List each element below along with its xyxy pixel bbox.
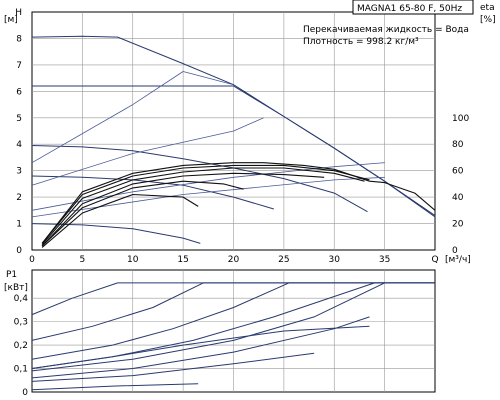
- head-y-tick: 0: [16, 246, 22, 256]
- efficiency-curve: [41, 180, 244, 247]
- efficiency-curve: [41, 193, 199, 248]
- x-unit: [м³/ч]: [445, 255, 471, 265]
- eff-y-tick: 60: [452, 167, 464, 177]
- eff-y-label: eta: [480, 3, 495, 13]
- power-curve: [31, 352, 315, 382]
- head-x-tick: 15: [177, 255, 188, 265]
- system-curve: [31, 162, 385, 211]
- qh-curve: [32, 85, 436, 217]
- head-x-tick: Q: [431, 255, 438, 265]
- eff-y-tick: 100: [452, 114, 469, 124]
- power-y-tick: 0,3: [14, 318, 28, 328]
- head-y-tick: 8: [16, 34, 22, 44]
- eff-y-tick: 80: [452, 140, 464, 150]
- density-note: Плотность = 998.2 кг/м³: [303, 37, 419, 47]
- power-y-tick: 0,1: [14, 365, 28, 375]
- eff-y-unit: [%]: [480, 15, 496, 25]
- power-curve: [31, 316, 370, 379]
- power-y-label: P1: [6, 270, 17, 280]
- head-y-tick: 6: [16, 87, 22, 97]
- head-x-tick-labels: 0 5 10 15 20 25 30 35 Q: [29, 255, 438, 265]
- head-y-tick: H: [15, 8, 22, 18]
- head-y-tick: 3: [16, 167, 22, 177]
- power-curves: [31, 282, 435, 391]
- power-grid: [32, 270, 435, 392]
- head-x-tick: 25: [278, 255, 289, 265]
- qh-curve: [31, 223, 201, 244]
- head-y-tick-labels: 0 1 2 3 4 5 6 7 8 H: [15, 8, 22, 256]
- head-x-tick: 20: [228, 255, 240, 265]
- efficiency-curve: [41, 162, 436, 244]
- system-curve: [31, 176, 385, 218]
- head-y-unit: [м]: [4, 15, 18, 25]
- head-x-tick: 30: [329, 255, 341, 265]
- system-curves: [31, 71, 385, 218]
- head-x-tick: 10: [127, 255, 139, 265]
- efficiency-curves: [41, 162, 436, 248]
- power-curve: [31, 282, 385, 372]
- head-y-tick: 2: [16, 193, 22, 203]
- head-y-tick: 7: [16, 61, 22, 71]
- qh-curve: [31, 175, 274, 210]
- system-curve: [31, 117, 264, 186]
- head-y-tick: 5: [16, 114, 22, 124]
- power-y-tick: 0,2: [14, 341, 28, 351]
- eff-y-tick: 0: [452, 246, 458, 256]
- efficiency-y-tick-labels: 0 20 40 60 80 100: [452, 114, 469, 256]
- qh-curve: [31, 145, 368, 213]
- power-y-tick: 0,4: [14, 294, 29, 304]
- head-x-tick: 0: [29, 255, 35, 265]
- fluid-note: Перекачиваемая жидкость = Вода: [303, 25, 469, 35]
- power-curve: [31, 282, 435, 360]
- title-box: [352, 0, 474, 15]
- power-y-tick: 0: [22, 388, 28, 398]
- power-y-tick-labels: 0 0,1 0,2 0,3 0,4: [14, 294, 29, 398]
- efficiency-curve: [41, 167, 365, 246]
- efficiency-curve: [41, 164, 370, 244]
- eff-y-tick: 40: [452, 193, 464, 203]
- power-curve: [31, 282, 435, 341]
- power-y-unit: [кВт]: [4, 283, 28, 293]
- efficiency-curve: [41, 172, 325, 247]
- chart-title: MAGNA1 65-80 F, 50Hz: [357, 4, 462, 14]
- eff-y-tick: 20: [452, 220, 464, 230]
- power-curve: [31, 383, 199, 391]
- head-x-tick: 5: [80, 255, 86, 265]
- head-y-tick: 4: [16, 140, 22, 150]
- system-curve: [31, 71, 234, 164]
- head-y-tick: 1: [16, 220, 22, 230]
- head-x-tick: 35: [379, 255, 390, 265]
- power-curve: [31, 325, 370, 369]
